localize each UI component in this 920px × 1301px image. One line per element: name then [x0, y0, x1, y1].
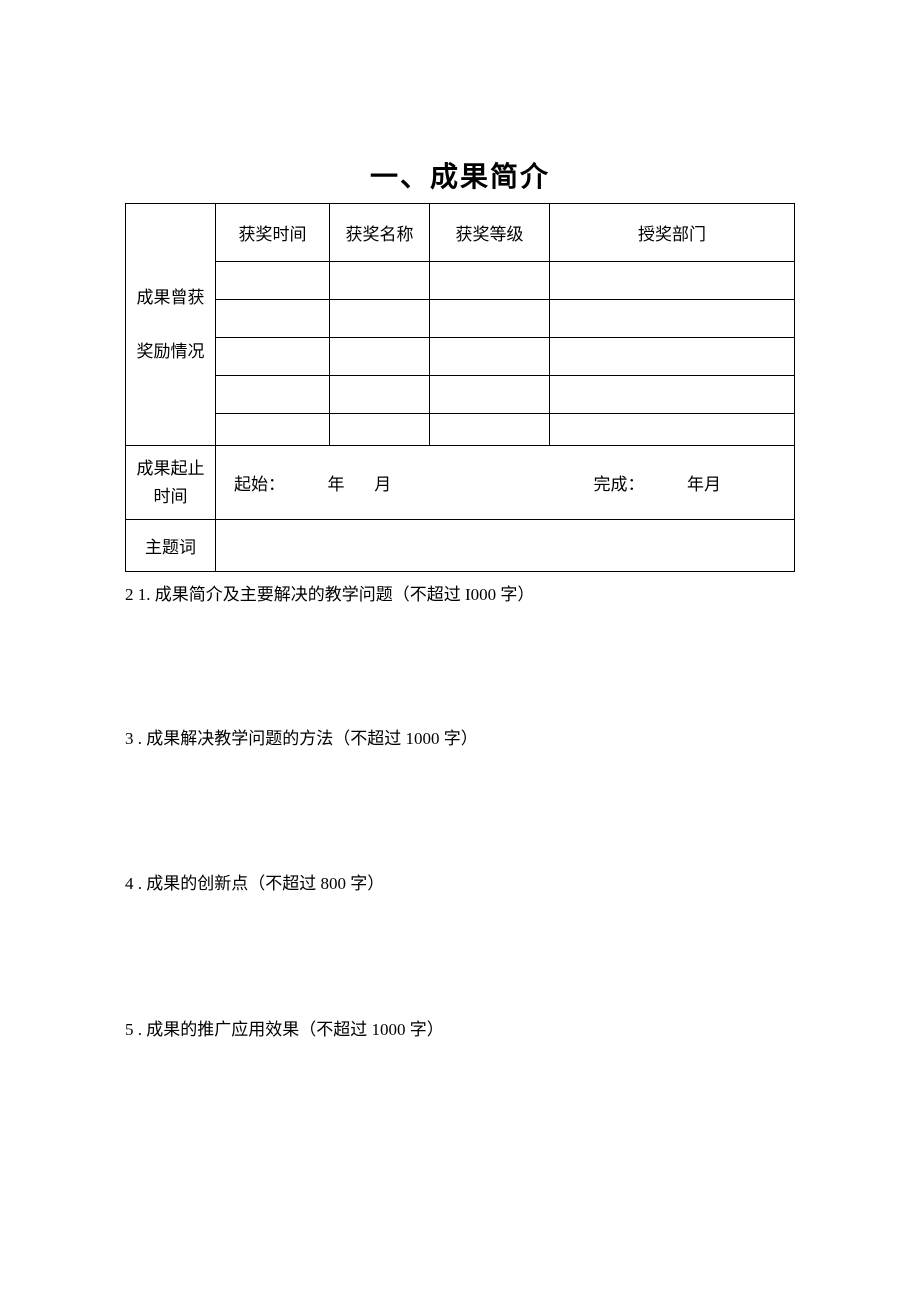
cell-empty	[550, 300, 795, 338]
cell-empty	[430, 376, 550, 414]
cell-empty	[430, 300, 550, 338]
header-award-level: 获奖等级	[430, 204, 550, 262]
time-label-line2: 时间	[154, 487, 188, 506]
month-label: 月	[374, 475, 391, 494]
page-container: 一、成果简介 成果曾获 奖励情况 获奖时间 获奖名称 获奖等级 授奖部门	[0, 0, 920, 1042]
end-year-month: 年月	[687, 475, 721, 494]
section-number: 2 1.	[125, 582, 151, 608]
cell-empty	[216, 414, 330, 446]
cell-empty	[330, 300, 430, 338]
table-row	[126, 376, 795, 414]
cell-empty	[216, 262, 330, 300]
cell-empty	[216, 376, 330, 414]
header-award-dept: 授奖部门	[550, 204, 795, 262]
section-item: 5 . 成果的推广应用效果（不超过 1000 字）	[125, 1017, 795, 1043]
spacer	[289, 475, 323, 494]
keyword-content-cell	[216, 520, 795, 572]
cell-empty	[330, 338, 430, 376]
cell-empty	[550, 414, 795, 446]
row-label-time: 成果起止 时间	[126, 446, 216, 520]
spacer	[349, 475, 370, 494]
cell-empty	[430, 338, 550, 376]
section-number: 4 .	[125, 871, 142, 897]
cell-empty	[550, 262, 795, 300]
cell-empty	[550, 376, 795, 414]
time-start-group: 起始： 年 月	[234, 470, 391, 495]
table-row	[126, 338, 795, 376]
section-text: 成果简介及主要解决的教学问题（不超过 I000 字）	[155, 585, 535, 604]
cell-empty	[330, 262, 430, 300]
cell-empty	[550, 338, 795, 376]
table-header-row: 成果曾获 奖励情况 获奖时间 获奖名称 获奖等级 授奖部门	[126, 204, 795, 262]
section-text: 成果的创新点（不超过 800 字）	[146, 874, 384, 893]
row-label-award: 成果曾获 奖励情况	[126, 204, 216, 446]
keyword-row: 主题词	[126, 520, 795, 572]
section-number: 3 .	[125, 726, 142, 752]
section-item: 3 . 成果解决教学问题的方法（不超过 1000 字）	[125, 726, 795, 752]
award-label-line2: 奖励情况	[137, 342, 205, 361]
spacer	[649, 475, 683, 494]
section-text: 成果解决教学问题的方法（不超过 1000 字）	[146, 729, 478, 748]
section-number: 5 .	[125, 1017, 142, 1043]
cell-empty	[216, 300, 330, 338]
row-label-keyword: 主题词	[126, 520, 216, 572]
time-end-group: 完成： 年月	[594, 470, 722, 495]
year-label: 年	[328, 475, 345, 494]
table-row	[126, 414, 795, 446]
time-content-cell: 起始： 年 月 完成： 年月	[216, 446, 795, 520]
time-label-line1: 成果起止	[137, 459, 205, 478]
cell-empty	[330, 376, 430, 414]
award-table: 成果曾获 奖励情况 获奖时间 获奖名称 获奖等级 授奖部门	[125, 203, 795, 572]
cell-empty	[330, 414, 430, 446]
end-label: 完成：	[594, 475, 645, 494]
header-award-time: 获奖时间	[216, 204, 330, 262]
section-list: 2 1. 成果简介及主要解决的教学问题（不超过 I000 字） 3 . 成果解决…	[125, 582, 795, 1042]
award-label-line1: 成果曾获	[137, 288, 205, 307]
table-row	[126, 300, 795, 338]
section-text: 成果的推广应用效果（不超过 1000 字）	[146, 1020, 444, 1039]
start-label: 起始：	[234, 475, 285, 494]
time-row: 成果起止 时间 起始： 年 月 完成： 年月	[126, 446, 795, 520]
section-item: 2 1. 成果简介及主要解决的教学问题（不超过 I000 字）	[125, 582, 795, 608]
table-row	[126, 262, 795, 300]
page-title: 一、成果简介	[125, 155, 795, 195]
cell-empty	[216, 338, 330, 376]
header-award-name: 获奖名称	[330, 204, 430, 262]
cell-empty	[430, 262, 550, 300]
section-item: 4 . 成果的创新点（不超过 800 字）	[125, 871, 795, 897]
cell-empty	[430, 414, 550, 446]
